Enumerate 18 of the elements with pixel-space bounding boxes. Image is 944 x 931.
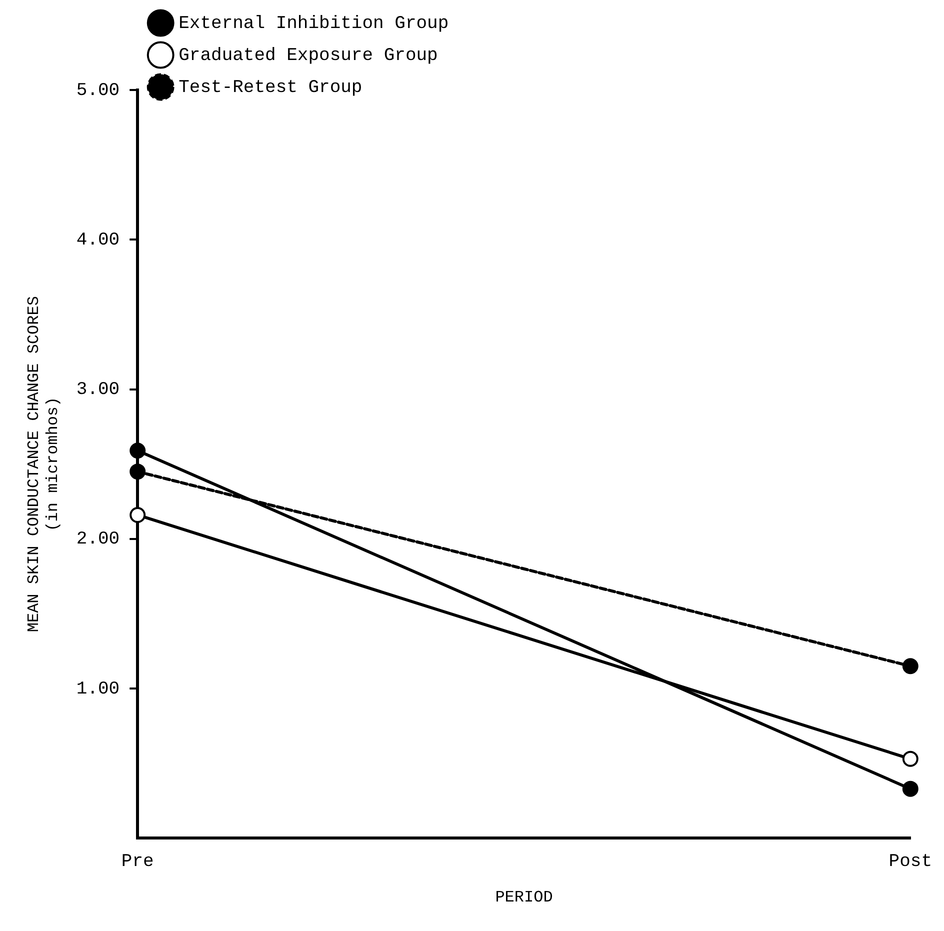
point — [902, 780, 918, 797]
x-tick-label: Post — [888, 852, 932, 872]
y-tick-label: 5.00 — [76, 80, 120, 101]
y-tick-label: 1.00 — [76, 679, 120, 700]
legend-label: External Inhibition Group — [178, 14, 449, 34]
x-axis-title: PERIOD — [495, 888, 553, 907]
point — [130, 506, 146, 523]
legend-label: Test-Retest Group — [178, 78, 362, 98]
y-axis-title: MEAN SKIN CONDUCTANCE CHANGE SCORES (in micromhos) — [24, 296, 62, 632]
y-tick-label: 3.00 — [76, 380, 120, 400]
point — [902, 658, 918, 674]
x-tick-label: Pre — [121, 852, 154, 872]
point — [130, 464, 146, 480]
point — [902, 750, 918, 767]
legend-label: Graduated Exposure Group — [178, 46, 438, 66]
point — [130, 442, 146, 459]
y-tick-label: 4.00 — [76, 230, 120, 250]
y-tick-label: 2.00 — [76, 530, 120, 550]
